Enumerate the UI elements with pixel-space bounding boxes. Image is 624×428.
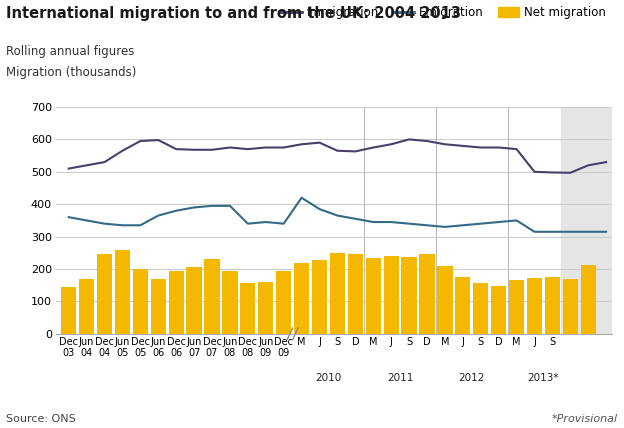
Text: 2012: 2012 [459, 373, 485, 383]
Bar [491, 286, 506, 334]
Text: 2011: 2011 [387, 373, 413, 383]
Bar [419, 254, 434, 334]
Bar [222, 271, 238, 334]
Bar [473, 283, 489, 334]
Bar [545, 277, 560, 334]
Bar [205, 259, 220, 334]
Bar [580, 265, 596, 334]
Bar [437, 266, 452, 334]
Bar [312, 260, 327, 334]
Bar [187, 268, 202, 334]
Bar [527, 278, 542, 334]
Text: Source: ONS: Source: ONS [6, 414, 76, 424]
Text: International migration to and from the UK: 2004 2013: International migration to and from the … [6, 6, 461, 21]
Bar [168, 270, 184, 334]
Text: 2013*: 2013* [528, 373, 559, 383]
Bar [330, 253, 345, 334]
Text: *Provisional: *Provisional [552, 414, 618, 424]
Bar [150, 279, 166, 334]
Legend: Immigration, Emigration, Net migration: Immigration, Emigration, Net migration [281, 6, 606, 19]
Text: 2010: 2010 [315, 373, 341, 383]
Bar [384, 256, 399, 334]
Bar [456, 277, 470, 334]
Bar [276, 271, 291, 334]
Bar [240, 282, 255, 334]
Text: Migration (thousands): Migration (thousands) [6, 66, 137, 79]
Bar [562, 107, 612, 334]
Bar [401, 257, 417, 334]
Bar [97, 254, 112, 334]
Bar [133, 269, 148, 334]
Bar [258, 282, 273, 334]
Bar [115, 250, 130, 334]
Text: Rolling annual figures: Rolling annual figures [6, 45, 135, 58]
Bar [509, 280, 524, 334]
Bar [348, 254, 363, 334]
Bar [294, 263, 310, 334]
Bar [366, 258, 381, 334]
Bar [563, 279, 578, 334]
Bar [79, 279, 94, 334]
Bar [61, 287, 76, 334]
